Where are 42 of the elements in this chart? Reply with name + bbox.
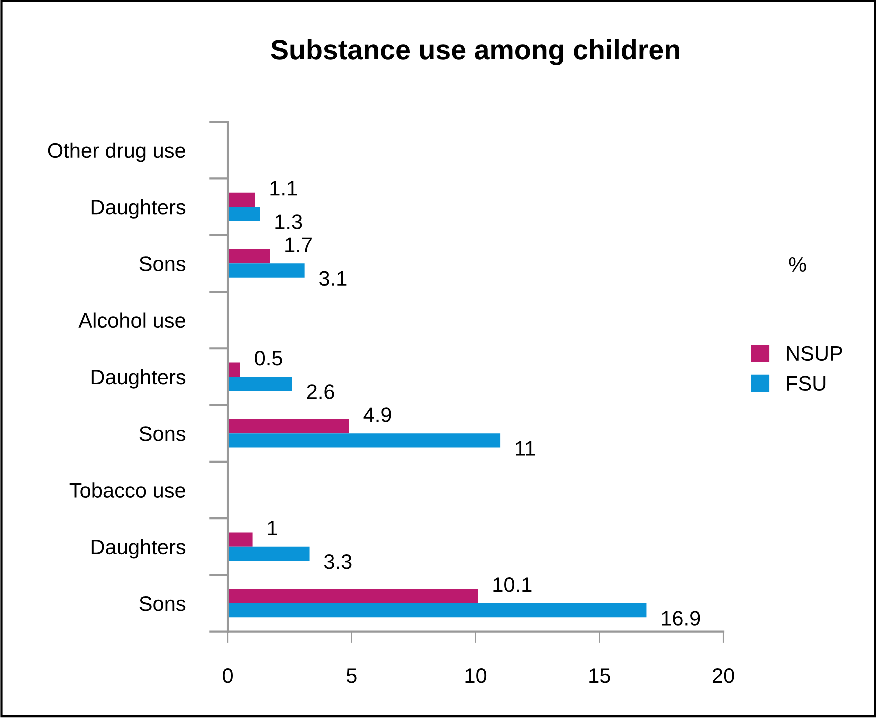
x-tick-label: 15 — [590, 668, 610, 684]
legend-label: FSU — [787, 376, 826, 392]
bar — [228, 589, 478, 604]
x-tick-label: 0 — [223, 668, 233, 684]
y-tick-label: Sons — [140, 256, 186, 272]
data-label: 11 — [516, 441, 536, 456]
y-tick-label: Daughters — [92, 539, 186, 559]
data-label: 0.5 — [255, 350, 282, 366]
y-tick-label: Sons — [140, 426, 186, 442]
data-label: 1.1 — [270, 181, 298, 196]
x-tick-label: 5 — [346, 668, 357, 684]
y-tick-label: Other drug use — [48, 142, 186, 162]
x-tick-label: 10 — [466, 668, 487, 684]
bar — [228, 604, 647, 618]
y-tick-label: Daughters — [92, 369, 186, 389]
chart-title: Substance use among children — [271, 39, 680, 66]
bar — [228, 532, 253, 547]
y-tick-label: Alcohol use — [78, 312, 186, 328]
data-label: 4.9 — [364, 408, 392, 422]
data-label: 1.3 — [276, 214, 302, 230]
data-label: 2.6 — [307, 384, 334, 400]
bar — [228, 192, 256, 208]
x-tick-label: 20 — [712, 668, 734, 684]
bar — [228, 419, 350, 434]
data-label: 16.9 — [662, 611, 700, 626]
data-label: 10.1 — [494, 578, 532, 592]
bar — [228, 250, 270, 264]
bar — [228, 264, 305, 278]
y-tick-label: Tobacco use — [70, 482, 186, 498]
legend-title: % — [789, 257, 806, 272]
legend-label: NSUP — [787, 346, 842, 362]
bar — [228, 376, 292, 392]
data-label: 3.3 — [324, 554, 352, 570]
data-label: 3.1 — [320, 271, 347, 286]
bar — [228, 207, 260, 222]
bar — [228, 362, 240, 377]
bar — [228, 434, 501, 448]
bar — [228, 546, 310, 562]
data-label: 1.7 — [286, 238, 312, 252]
y-tick-label: Daughters — [92, 199, 186, 219]
y-tick-label: Sons — [140, 596, 186, 612]
data-label: 1 — [268, 521, 278, 536]
